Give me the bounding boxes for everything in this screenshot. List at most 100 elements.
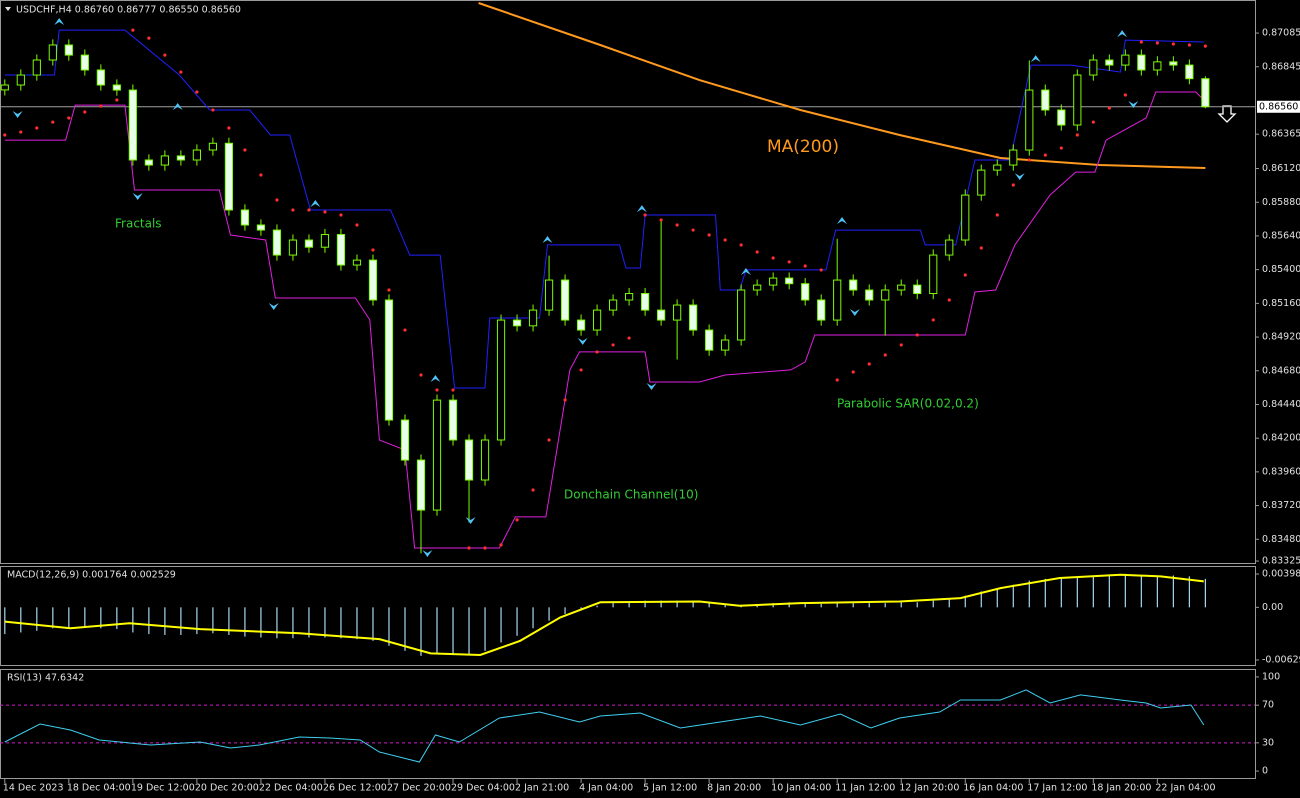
macd-bar	[612, 603, 614, 608]
fractal-up	[740, 267, 751, 275]
macd-bar	[1044, 578, 1046, 608]
fractal-down	[1014, 173, 1025, 181]
candle-body	[1185, 64, 1194, 80]
candle-body	[1153, 61, 1162, 71]
y-tick-label: 0.86365	[1262, 129, 1300, 140]
sar-dot	[1139, 40, 1143, 44]
macd-bar	[4, 607, 6, 635]
ma-label: MA(200)	[767, 137, 839, 157]
candle-body	[48, 44, 57, 61]
sar-dot	[1155, 41, 1159, 45]
sar-dot	[595, 350, 599, 354]
candle-body	[496, 319, 506, 441]
sar-dot	[99, 104, 103, 108]
macd-bar	[420, 607, 422, 656]
price-panel	[0, 0, 1256, 564]
x-tick-label: 16 Jan 04:00	[963, 783, 1023, 794]
macd-bar	[852, 603, 854, 608]
macd-bar	[484, 607, 486, 651]
candle-body	[416, 459, 426, 511]
sar-dot	[1027, 158, 1031, 162]
candle-body	[641, 293, 650, 311]
macd-bar	[628, 601, 630, 608]
macd-bar	[52, 607, 54, 629]
y-tick-label: 0.83720	[1262, 500, 1300, 511]
candle-body	[865, 289, 874, 301]
fractal-down	[422, 549, 433, 557]
sar-dot	[323, 210, 327, 214]
macd-bar	[388, 607, 390, 646]
macd-bar	[692, 601, 694, 608]
candle-body	[1201, 78, 1210, 108]
fractal-up	[636, 205, 647, 213]
candle-body	[817, 299, 826, 321]
macd-bar	[1028, 580, 1030, 608]
candle-body	[480, 439, 490, 481]
macd-title: MACD(12,26,9) 0.001764 0.002529	[7, 570, 176, 581]
sar-dot	[211, 108, 215, 112]
candle-body	[961, 194, 970, 241]
y-tick-label: 0.87085	[1262, 28, 1300, 39]
fractal-up	[1030, 55, 1041, 63]
fractal-down	[132, 193, 143, 201]
sar-dot	[963, 273, 967, 277]
macd-bar	[1012, 584, 1014, 608]
sar-dot	[835, 378, 839, 382]
donchian-label: Donchain Channel(10)	[564, 488, 698, 502]
macd-bar	[1124, 573, 1126, 608]
sar-dot	[531, 488, 535, 492]
y-tick-label: 30	[1262, 737, 1274, 748]
macd-bar	[1092, 575, 1094, 608]
x-tick-label: 12 Jan 20:00	[899, 783, 959, 794]
macd-bar	[836, 603, 838, 608]
ma-line	[478, 2, 1206, 169]
fractal-up	[837, 217, 848, 225]
sar-dot	[307, 208, 311, 212]
x-tick-label: 17 Jan 12:00	[1027, 783, 1087, 794]
candle-body	[721, 339, 730, 351]
sar-dot	[403, 328, 407, 332]
macd-bar	[788, 602, 790, 608]
sar-dot	[451, 388, 455, 392]
macd-bar	[372, 607, 374, 641]
menu-triangle[interactable]	[5, 7, 11, 11]
macd-bar	[468, 607, 470, 655]
sar-dot	[179, 70, 183, 74]
macd-bar	[708, 603, 710, 608]
candle-body	[977, 169, 986, 196]
fractal-up	[172, 102, 183, 110]
sar-dot	[1011, 183, 1015, 187]
sar-dot	[227, 126, 231, 130]
macd-bar	[916, 602, 918, 608]
candle-body	[80, 54, 89, 71]
x-tick-label: 29 Dec 04:00	[451, 783, 515, 794]
candle-body	[400, 419, 410, 461]
donchian-upper	[4, 29, 1204, 389]
sar-dot	[691, 228, 695, 232]
x-tick-label: 4 Jan 04:00	[579, 783, 633, 794]
y-tick-label: 0.84440	[1262, 399, 1300, 410]
macd-bar	[580, 607, 582, 610]
candle-body	[993, 164, 1002, 171]
candle-body	[1089, 59, 1098, 76]
y-tick-label: 0.84920	[1262, 332, 1300, 343]
sar-dot	[803, 264, 807, 268]
macd-bar	[500, 607, 502, 643]
candle-body	[1009, 149, 1018, 166]
macd-bar	[532, 607, 534, 629]
macd-bar	[868, 603, 870, 608]
macd-bar	[660, 600, 662, 608]
x-tick-label: 22 Dec 04:00	[259, 783, 323, 794]
y-tick-label: -0.006292	[1262, 655, 1300, 666]
macd-bar	[276, 607, 278, 639]
macd-bar	[324, 607, 326, 638]
sar-dot	[659, 218, 663, 222]
macd-bar	[260, 607, 262, 638]
candle-body	[913, 284, 922, 295]
candle-body	[144, 159, 153, 166]
sar-dot	[723, 238, 727, 242]
macd-bar	[884, 603, 886, 608]
candle-body	[945, 239, 954, 256]
x-tick-label: 27 Dec 20:00	[387, 783, 451, 794]
